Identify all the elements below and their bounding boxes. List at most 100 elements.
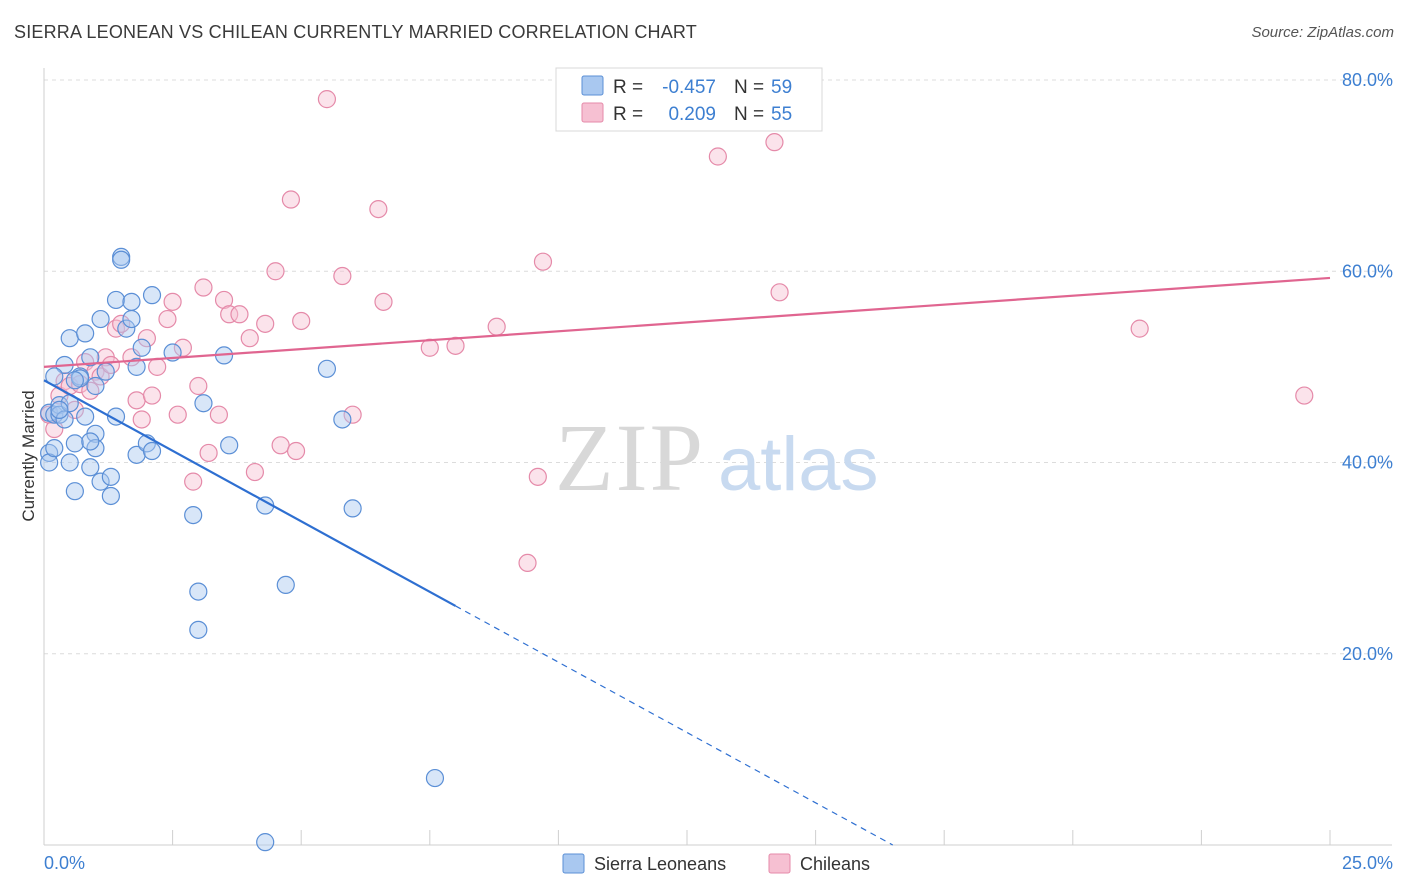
chilean-point bbox=[127, 391, 146, 410]
sierra-leonean-point bbox=[91, 309, 110, 329]
chilean-point bbox=[528, 467, 547, 486]
sierra-leoneans-trend-extension bbox=[455, 605, 894, 846]
chilean-point bbox=[214, 290, 234, 310]
legend-swatch-blue bbox=[581, 75, 604, 96]
chileans-trend-line bbox=[43, 276, 1331, 368]
y-tick-label: 40.0% bbox=[1342, 453, 1393, 473]
y-tick-label: 60.0% bbox=[1342, 261, 1393, 281]
y-tick-label: 20.0% bbox=[1342, 644, 1393, 664]
sierra-leonean-point bbox=[189, 620, 208, 639]
sierra-leonean-point bbox=[256, 833, 275, 852]
legend-r-label-pink: R = bbox=[613, 104, 643, 125]
chilean-point bbox=[518, 553, 537, 573]
watermark-zip: ZIP bbox=[555, 404, 705, 511]
chilean-point bbox=[533, 252, 553, 271]
stats-legend: R = -0.457 N = 59 R = 0.209 N = 55 bbox=[555, 67, 823, 132]
y-axis-label: Currently Married bbox=[19, 390, 38, 521]
sierra-leonean-point bbox=[81, 432, 100, 451]
chilean-point bbox=[271, 436, 290, 455]
chilean-point bbox=[420, 338, 439, 357]
chilean-point bbox=[137, 329, 156, 348]
sierra-leonean-point bbox=[86, 376, 105, 396]
chileans-points bbox=[40, 90, 1314, 573]
sierra-leonean-point bbox=[425, 768, 445, 788]
chilean-point bbox=[158, 309, 177, 329]
chilean-point bbox=[132, 410, 151, 429]
legend-n-value-pink: 55 bbox=[771, 104, 792, 125]
chilean-point bbox=[317, 90, 337, 109]
chart-source: Source: ZipAtlas.com bbox=[1251, 24, 1394, 41]
grid bbox=[44, 79, 1392, 655]
chilean-point bbox=[256, 314, 275, 333]
sierra-leonean-point bbox=[122, 309, 141, 329]
x-tick-label-max: 25.0% bbox=[1342, 853, 1393, 873]
chilean-point bbox=[189, 376, 208, 396]
chilean-point bbox=[292, 311, 311, 331]
chilean-point bbox=[184, 472, 203, 491]
chilean-point bbox=[245, 462, 265, 482]
sierra-leonean-point bbox=[101, 467, 120, 486]
sierra-leonean-point bbox=[101, 486, 120, 506]
sierra-leonean-point bbox=[127, 357, 146, 376]
series-legend-label-pink: Chileans bbox=[800, 854, 870, 874]
sierra-leonean-point bbox=[81, 348, 100, 367]
sierra-leoneans-points bbox=[40, 247, 445, 852]
sierra-leonean-point bbox=[55, 410, 74, 429]
chilean-point bbox=[374, 292, 393, 311]
sierra-leonean-point bbox=[81, 458, 100, 477]
series-legend-swatch-blue bbox=[562, 853, 585, 874]
legend-r-value-blue: -0.457 bbox=[662, 77, 716, 98]
legend-n-label-pink: N = bbox=[734, 104, 764, 125]
chilean-point bbox=[194, 278, 213, 297]
sierra-leonean-point bbox=[45, 439, 64, 458]
sierra-leonean-point bbox=[50, 400, 69, 420]
chilean-point bbox=[369, 199, 388, 219]
sierra-leonean-point bbox=[189, 582, 208, 601]
sierra-leonean-point bbox=[60, 329, 79, 348]
legend-r-label-blue: R = bbox=[613, 77, 643, 98]
series-legend-swatch-pink bbox=[768, 853, 791, 874]
chilean-point bbox=[1295, 386, 1314, 405]
sierra-leoneans-trend-line bbox=[43, 379, 457, 607]
series-legend-label-blue: Sierra Leoneans bbox=[594, 854, 726, 874]
sierra-leonean-point bbox=[127, 445, 146, 464]
sierra-leonean-point bbox=[132, 338, 151, 357]
sierra-leonean-point bbox=[65, 482, 84, 501]
sierra-leonean-point bbox=[112, 250, 131, 269]
chilean-point bbox=[230, 305, 249, 324]
sierra-leonean-point bbox=[65, 434, 84, 453]
sierra-leonean-point bbox=[276, 575, 295, 595]
chilean-point bbox=[770, 283, 789, 302]
chilean-point bbox=[199, 443, 218, 463]
sierra-leonean-point bbox=[106, 290, 126, 310]
chilean-point bbox=[240, 329, 259, 348]
x-tick-label-min: 0.0% bbox=[44, 853, 85, 873]
sierra-leonean-point bbox=[96, 362, 115, 381]
sierra-leonean-point bbox=[343, 499, 362, 518]
watermark: ZIP atlas bbox=[555, 404, 879, 511]
chilean-point bbox=[343, 405, 362, 424]
chilean-point bbox=[163, 292, 182, 311]
series-legend: Sierra Leoneans Chileans bbox=[562, 853, 870, 874]
chilean-point bbox=[266, 262, 285, 281]
chilean-point bbox=[286, 441, 306, 461]
x-ticks bbox=[43, 830, 1331, 845]
sierra-leonean-point bbox=[142, 441, 162, 461]
sierra-leonean-point bbox=[122, 292, 141, 311]
y-tick-label: 80.0% bbox=[1342, 70, 1393, 90]
sierra-leonean-point bbox=[142, 286, 162, 305]
legend-swatch-pink bbox=[581, 102, 604, 123]
legend-r-value-pink: 0.209 bbox=[668, 104, 716, 125]
legend-n-label-blue: N = bbox=[734, 77, 764, 98]
sierra-leonean-point bbox=[76, 407, 95, 426]
sierra-leonean-point bbox=[76, 324, 95, 343]
chilean-point bbox=[765, 133, 784, 152]
chart-title: SIERRA LEONEAN VS CHILEAN CURRENTLY MARR… bbox=[14, 22, 697, 42]
chilean-point bbox=[708, 147, 727, 166]
sierra-leonean-point bbox=[220, 436, 239, 455]
chilean-point bbox=[142, 386, 162, 405]
sierra-leonean-point bbox=[117, 319, 136, 338]
chilean-point bbox=[1130, 319, 1149, 338]
y-tick-labels: 20.0% 40.0% 60.0% 80.0% bbox=[1342, 70, 1393, 664]
sierra-leonean-point bbox=[184, 505, 203, 525]
